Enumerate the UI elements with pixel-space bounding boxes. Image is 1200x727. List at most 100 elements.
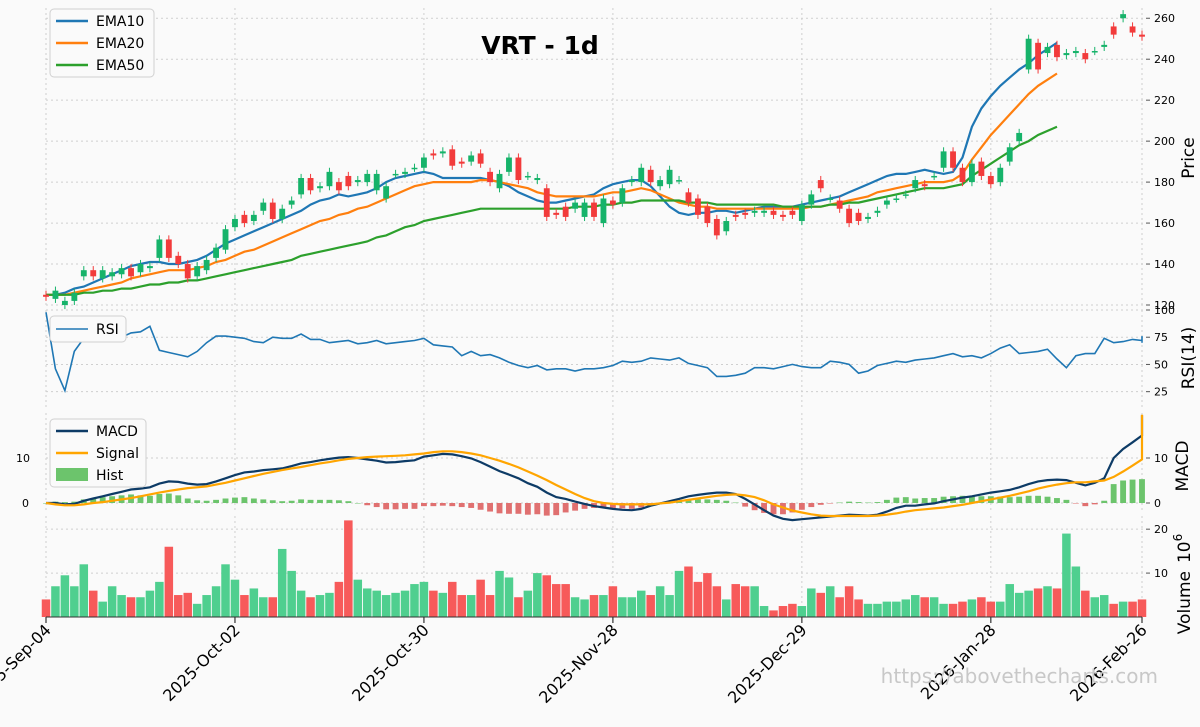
candle-body [1054, 44, 1060, 58]
candle-body [780, 214, 786, 217]
volume-bar [136, 597, 145, 617]
macd-hist-bar [496, 503, 503, 514]
macd-hist-bar [751, 503, 758, 511]
volume-bar [825, 586, 835, 617]
macd-hist-bar [222, 498, 229, 503]
candle-body [43, 294, 49, 297]
candle-body [931, 175, 938, 178]
candle-body [553, 212, 560, 215]
candle-body [534, 178, 541, 181]
volume-bar [230, 579, 240, 617]
legend-label-ema50: EMA50 [96, 58, 144, 74]
macd-hist-bar [855, 502, 862, 503]
macd-hist-bar [307, 499, 314, 503]
candle-body [411, 167, 418, 170]
volume-bar [249, 588, 259, 617]
volume-bar [202, 595, 211, 617]
candle-body [572, 202, 579, 209]
volume-bar [107, 586, 117, 617]
macd-hist-bar [581, 503, 588, 509]
candle-body [940, 151, 947, 168]
rsi-panel: 25 50 75 100 RSI(14) RSI [45, 304, 1199, 408]
volume-bar [948, 603, 958, 617]
macd-hist-bar [335, 500, 342, 503]
x-tick-label: 2026-Jan-28 [917, 620, 1000, 703]
rsi-ytick-label: 50 [1154, 358, 1168, 371]
macd-hist-bar [1120, 480, 1127, 503]
macd-hist-bar [695, 499, 701, 503]
macd-legend: MACD Signal Hist [49, 418, 147, 488]
macd-hist-bar [1054, 498, 1060, 503]
macd-lines [45, 414, 1144, 522]
macd-hist-bar [430, 503, 437, 507]
candle-body [997, 167, 1004, 183]
macd-hist-bar [685, 499, 692, 503]
volume-bar [88, 590, 98, 617]
volume-bar [448, 581, 457, 617]
candle-body [439, 151, 446, 154]
candle-body [1025, 38, 1032, 70]
volume-bar [296, 590, 306, 617]
price-ytick-label: 140 [1154, 258, 1175, 271]
macd-hist-bar [619, 503, 626, 509]
volume-bar [306, 597, 315, 617]
candle-body [241, 214, 248, 224]
candle-body [581, 202, 588, 217]
volume-bar [344, 520, 353, 617]
volume-bar [476, 579, 485, 617]
rsi-y-label: RSI(14) [1179, 327, 1199, 390]
candle-body [798, 204, 805, 222]
volume-bar [98, 601, 107, 617]
price-legend: EMA10 EMA20 EMA50 [49, 8, 155, 78]
candle-body [458, 161, 465, 164]
candle-body [335, 182, 342, 191]
candle-body [950, 151, 956, 168]
macd-hist-bar [817, 503, 824, 505]
macd-hist-bar [250, 498, 257, 503]
legend-label-ema20: EMA20 [96, 36, 144, 52]
candle-body [317, 186, 323, 189]
volume-bar [769, 610, 778, 617]
candle-body [1044, 46, 1051, 54]
macd-hist-bar [600, 503, 607, 508]
price-ytick-label: 180 [1154, 176, 1175, 189]
candle-body [883, 200, 890, 205]
price-y-ticks: 120 140 160 180 200 220 240 260 [1146, 12, 1175, 312]
candle-body [1072, 51, 1079, 54]
macd-hist-bar [373, 503, 380, 508]
candle-body [817, 180, 824, 189]
price-ytick-label: 220 [1154, 94, 1175, 107]
volume-bar [892, 601, 901, 617]
volume-bar [665, 595, 674, 617]
candle-body [373, 173, 380, 191]
volume-bar [1118, 601, 1128, 617]
candle-body [109, 272, 116, 277]
macd-hist-bar [524, 503, 531, 515]
candle-body [449, 149, 456, 166]
volume-bar [315, 595, 325, 617]
macd-hist-bar [1129, 479, 1136, 503]
legend-label-hist: Hist [96, 468, 124, 484]
volume-bar [514, 597, 523, 617]
rsi-line [45, 312, 1143, 394]
macd-hist-bar [562, 503, 569, 513]
macd-hist-bar [1006, 497, 1013, 503]
macd-hist-bar [1110, 484, 1117, 503]
candle-body [99, 270, 106, 279]
volume-bar [287, 570, 296, 617]
volume-bar [1090, 597, 1100, 617]
x-tick-label: 2025-Oct-02 [159, 620, 244, 705]
volume-y-label-exponent: 6 [1171, 534, 1185, 542]
volume-bar [854, 599, 863, 617]
volume-bar [438, 592, 448, 617]
volume-bar [939, 603, 948, 617]
volume-bar [636, 590, 646, 617]
rsi-legend: RSI [49, 315, 127, 343]
volume-bar [381, 595, 391, 617]
macd-hist-bar [326, 499, 333, 503]
candle-body [354, 180, 361, 183]
price-ytick-label: 260 [1154, 12, 1175, 25]
